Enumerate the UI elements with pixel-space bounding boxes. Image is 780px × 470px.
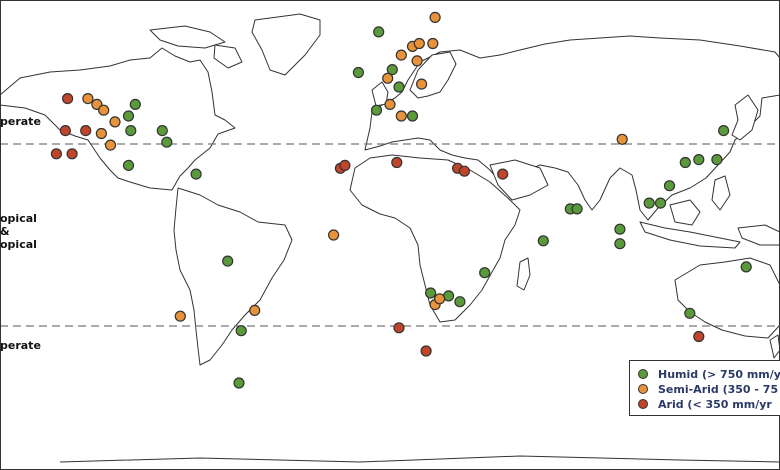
site-marker-semi-arid — [98, 104, 110, 116]
map-legend: Humid (> 750 mm/y Semi-Arid (350 - 75 Ar… — [629, 360, 780, 416]
landmass-new-guinea — [737, 224, 780, 246]
zone-label-tropical: opical & opical — [0, 212, 37, 251]
site-marker-humid — [373, 26, 385, 38]
site-marker-semi-arid — [104, 139, 117, 151]
site-marker-arid — [391, 156, 403, 169]
site-marker-semi-arid — [411, 55, 423, 67]
site-marker-arid — [66, 148, 78, 160]
semi-arid-marker-icon — [638, 384, 648, 394]
site-marker-semi-arid — [249, 304, 261, 316]
site-marker-humid — [614, 238, 626, 250]
site-marker-humid — [129, 98, 141, 111]
site-marker-humid — [386, 63, 398, 76]
site-marker-humid — [693, 154, 705, 166]
site-marker-humid — [156, 125, 168, 137]
site-marker-arid — [339, 159, 351, 171]
arid-marker-icon — [638, 399, 648, 409]
zone-label-north-temperate: perate — [0, 115, 41, 128]
landmass-madagascar — [516, 257, 531, 291]
site-marker-humid — [537, 235, 549, 247]
landmass-indonesia — [639, 221, 741, 249]
site-marker-semi-arid — [616, 133, 628, 145]
site-marker-arid — [458, 165, 470, 177]
site-marker-humid — [122, 159, 135, 171]
site-marker-arid — [497, 168, 509, 180]
site-marker-arid — [80, 125, 92, 137]
site-marker-humid — [684, 307, 696, 319]
site-marker-semi-arid — [434, 293, 446, 305]
site-marker-humid — [679, 156, 691, 169]
site-marker-humid — [479, 267, 491, 279]
site-markers — [50, 11, 752, 389]
site-marker-humid — [643, 197, 655, 209]
legend-item-humid: Humid (> 750 mm/y — [638, 366, 780, 382]
site-marker-humid — [740, 261, 752, 273]
site-marker-humid — [711, 154, 723, 166]
site-marker-semi-arid — [395, 110, 407, 122]
legend-label-humid: Humid (> 750 mm/y — [658, 367, 780, 381]
site-marker-humid — [654, 197, 667, 209]
zone-label-south-temperate: perate — [0, 339, 41, 352]
site-marker-humid — [190, 168, 202, 180]
site-marker-humid — [352, 66, 364, 79]
site-marker-arid — [59, 125, 72, 137]
site-marker-semi-arid — [95, 127, 108, 140]
site-marker-semi-arid — [427, 37, 439, 50]
site-marker-humid — [454, 296, 466, 308]
site-marker-humid — [663, 180, 676, 192]
legend-item-arid: Arid (< 350 mm/yr — [638, 396, 772, 412]
site-marker-semi-arid — [382, 72, 394, 84]
landmass-japan — [731, 94, 759, 141]
landmass-south-america — [173, 187, 293, 366]
landmass-greenland — [251, 13, 321, 76]
site-marker-humid — [393, 81, 405, 93]
site-marker-humid — [425, 287, 437, 299]
site-marker-semi-arid — [384, 98, 396, 111]
site-marker-semi-arid — [82, 92, 94, 105]
site-marker-humid — [614, 223, 626, 235]
site-marker-humid — [717, 125, 730, 137]
site-marker-semi-arid — [416, 78, 428, 90]
landmass-new-zealand — [769, 334, 780, 359]
site-marker-humid — [122, 110, 135, 122]
landmass-baffin-island — [213, 44, 243, 69]
site-marker-semi-arid — [109, 116, 121, 128]
site-marker-arid — [50, 148, 63, 160]
site-marker-semi-arid — [174, 310, 186, 322]
site-marker-semi-arid — [429, 11, 441, 23]
site-marker-humid — [222, 255, 234, 267]
site-marker-semi-arid — [395, 49, 407, 61]
site-marker-humid — [161, 136, 173, 148]
site-marker-humid — [571, 203, 583, 215]
landmass-antarctica — [59, 455, 780, 463]
site-marker-humid — [370, 104, 383, 116]
site-marker-humid — [233, 377, 245, 389]
landmass-borneo — [669, 199, 701, 226]
site-marker-humid — [125, 125, 137, 137]
landmass-philippines — [711, 175, 731, 211]
landmass-eurasia — [364, 35, 780, 221]
legend-label-arid: Arid (< 350 mm/yr — [658, 397, 772, 411]
landmass-britain — [371, 81, 389, 107]
site-marker-arid — [61, 92, 74, 105]
site-marker-humid — [406, 110, 419, 122]
site-marker-arid — [393, 322, 405, 334]
site-marker-humid — [235, 325, 247, 337]
site-marker-arid — [693, 330, 705, 343]
site-marker-arid — [420, 345, 432, 357]
humid-marker-icon — [638, 369, 648, 379]
site-marker-semi-arid — [413, 37, 425, 50]
legend-label-semi-arid: Semi-Arid (350 - 75 — [658, 382, 779, 396]
legend-item-semi-arid: Semi-Arid (350 - 75 — [638, 381, 778, 397]
site-marker-semi-arid — [328, 229, 340, 241]
